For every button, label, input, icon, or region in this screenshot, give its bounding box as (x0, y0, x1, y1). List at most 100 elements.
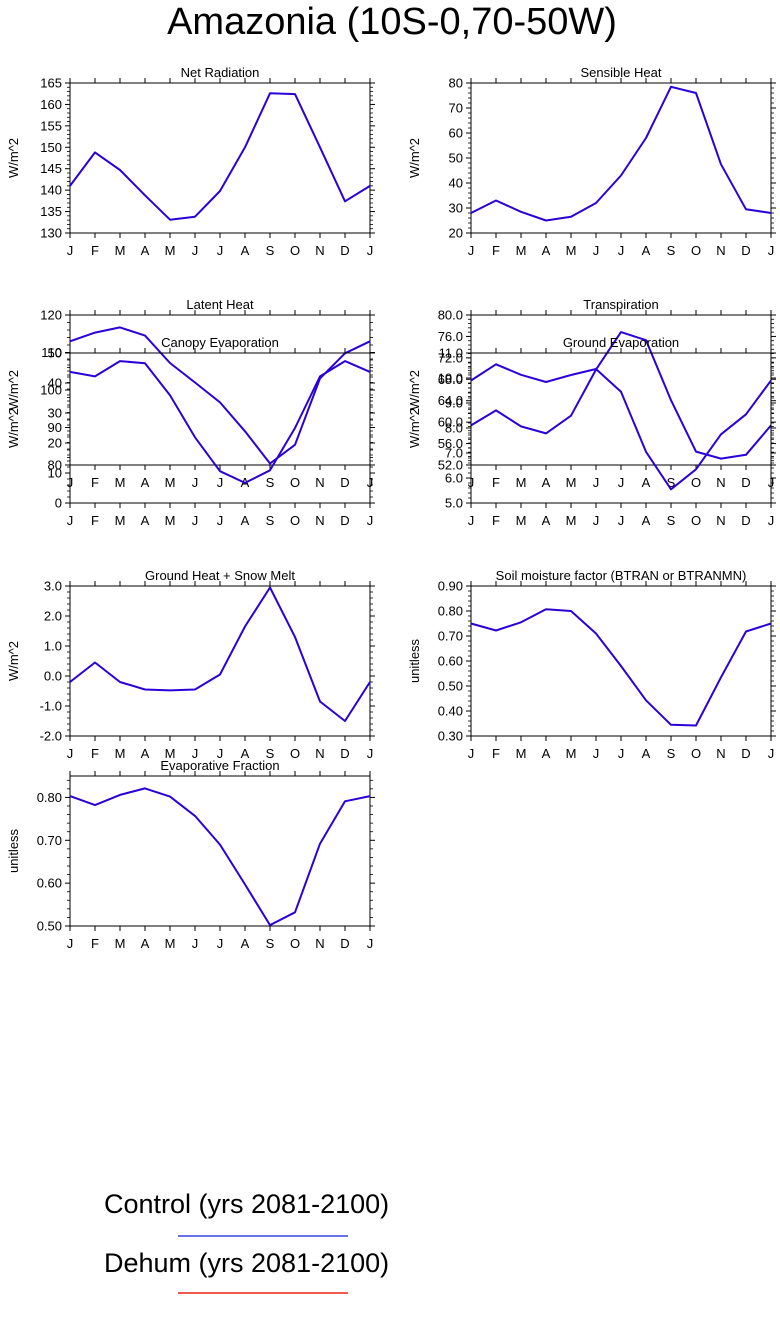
x-tick-label: S (667, 513, 676, 528)
y-tick-label: 0.60 (438, 654, 463, 669)
x-tick-label: O (691, 746, 701, 761)
y-tick-label: 76.0 (438, 329, 463, 344)
y-axis-label: W/m^2 (6, 138, 21, 178)
x-tick-label: J (67, 746, 74, 761)
y-axis-label: unitless (6, 828, 21, 873)
y-axis-label: W/m^2 (407, 138, 422, 178)
x-tick-label: S (667, 243, 676, 258)
y-tick-label: 68.0 (438, 372, 463, 387)
x-tick-label: N (716, 243, 725, 258)
x-tick-label: M (115, 243, 126, 258)
x-tick-label: J (67, 243, 74, 258)
x-tick-label: J (618, 475, 625, 490)
panel-4: Transpiration 52.0 56.0 60.0 64.0 68.0 72.0 76.… (407, 297, 776, 490)
x-tick-label: O (691, 243, 701, 258)
x-tick-label: M (165, 746, 176, 761)
y-tick-label: 40 (48, 376, 62, 391)
x-tick-label: M (566, 243, 577, 258)
x-tick-label: J (593, 513, 600, 528)
y-tick-label: 2.0 (44, 609, 62, 624)
x-tick-label: M (165, 936, 176, 951)
x-tick-label: A (241, 936, 250, 951)
x-tick-label: M (165, 243, 176, 258)
x-tick-label: A (642, 746, 651, 761)
x-tick-label: J (367, 243, 374, 258)
y-tick-label: -2.0 (40, 729, 62, 744)
y-tick-label: 150 (40, 140, 62, 155)
x-tick-label: F (492, 746, 500, 761)
legend: Control (yrs 2081-2100) Dehum (yrs 2081-… (104, 1189, 389, 1294)
x-tick-label: J (67, 513, 74, 528)
x-tick-label: A (241, 746, 250, 761)
figure-title: Amazonia (10S-0,70-50W) (167, 1, 617, 43)
x-tick-label: S (266, 513, 275, 528)
x-tick-label: F (91, 513, 99, 528)
x-tick-label: D (340, 475, 349, 490)
plot-frame (69, 775, 371, 927)
y-tick-label: 120 (40, 308, 62, 323)
x-tick-label: F (492, 513, 500, 528)
x-tick-label: J (618, 746, 625, 761)
x-tick-label: A (642, 243, 651, 258)
x-tick-label: M (566, 513, 577, 528)
x-tick-label: S (266, 243, 275, 258)
series-line-control (69, 787, 371, 927)
x-tick-label: S (667, 746, 676, 761)
x-tick-label: A (141, 475, 150, 490)
x-tick-label: J (217, 243, 224, 258)
x-tick-label: S (266, 475, 275, 490)
panel-title: Canopy Evaporation (161, 335, 279, 350)
x-tick-label: O (290, 513, 300, 528)
series-line-control (470, 85, 772, 222)
x-tick-label: O (290, 243, 300, 258)
y-tick-label: 0.50 (37, 919, 62, 934)
x-tick-label: F (91, 475, 99, 490)
y-tick-label: 1.0 (44, 639, 62, 654)
x-tick-label: J (192, 746, 199, 761)
y-tick-label: 0.80 (438, 604, 463, 619)
x-tick-label: A (542, 746, 551, 761)
x-tick-label: J (367, 936, 374, 951)
x-tick-label: J (768, 746, 775, 761)
y-tick-label: 5.0 (445, 496, 463, 511)
x-tick-label: O (290, 746, 300, 761)
panel-7: Ground Heat + Snow Melt -2.0 -1.0 0.0 1.0 2.0… (6, 568, 375, 761)
x-tick-label: F (492, 243, 500, 258)
panel-title: Ground Heat + Snow Melt (145, 568, 295, 583)
y-tick-label: 0.30 (438, 729, 463, 744)
x-tick-label: J (217, 513, 224, 528)
y-tick-label: 100 (40, 383, 62, 398)
x-tick-label: J (593, 475, 600, 490)
y-tick-label: 20 (48, 436, 62, 451)
x-tick-label: J (192, 936, 199, 951)
x-tick-label: M (516, 746, 527, 761)
y-tick-label: 11.0 (439, 346, 463, 361)
x-tick-label: D (741, 513, 750, 528)
x-tick-label: A (141, 936, 150, 951)
x-tick-label: N (716, 475, 725, 490)
y-tick-label: 3.0 (44, 579, 62, 594)
y-tick-label: 50 (48, 346, 62, 361)
x-tick-label: J (468, 513, 475, 528)
x-tick-label: S (266, 936, 275, 951)
plot-frame (69, 585, 371, 737)
x-tick-label: N (315, 746, 324, 761)
x-tick-label: J (768, 513, 775, 528)
y-tick-label: 8.0 (445, 421, 463, 436)
x-tick-label: A (141, 513, 150, 528)
panel-title: Latent Heat (186, 297, 254, 312)
x-tick-label: F (91, 746, 99, 761)
y-tick-label: 7.0 (445, 446, 463, 461)
series-line-control (69, 586, 371, 722)
y-tick-label: 140 (40, 183, 62, 198)
x-tick-label: N (716, 746, 725, 761)
plot-frame (470, 585, 772, 737)
x-tick-label: S (667, 475, 676, 490)
x-tick-label: N (315, 243, 324, 258)
y-tick-label: 72.0 (438, 350, 463, 365)
x-tick-label: D (340, 936, 349, 951)
y-tick-label: 135 (40, 204, 62, 219)
x-tick-label: M (115, 936, 126, 951)
panel-title: Net Radiation (181, 65, 260, 80)
